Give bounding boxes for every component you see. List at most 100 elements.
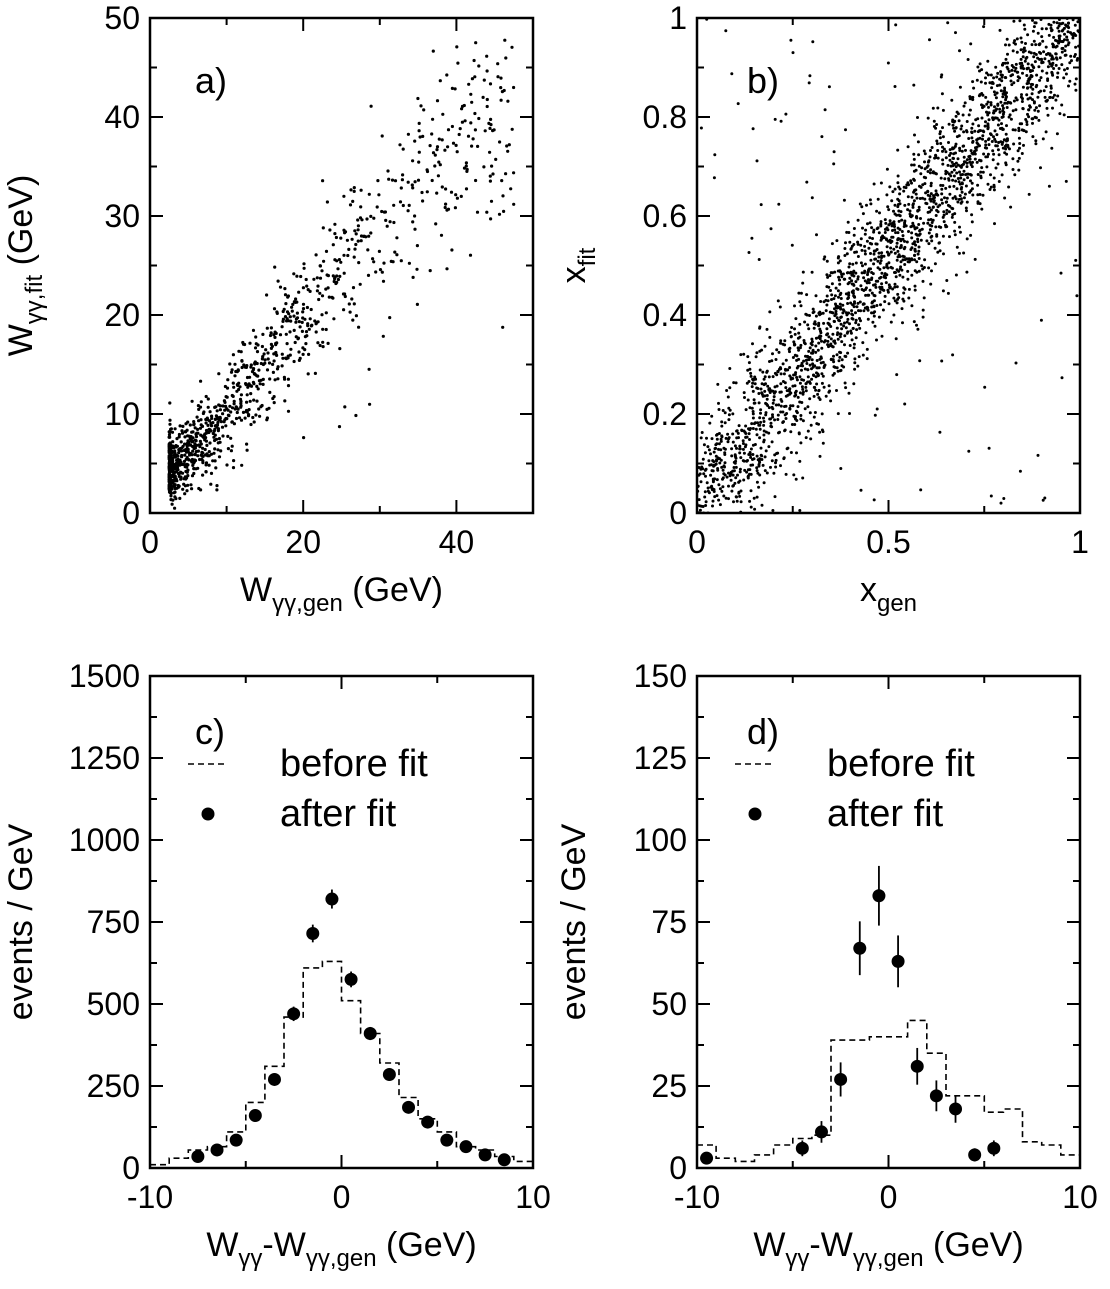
scatter-point [710, 414, 714, 418]
scatter-point [937, 241, 941, 245]
panel-label: b) [747, 60, 779, 101]
scatter-point [496, 75, 500, 79]
scatter-point [768, 335, 772, 339]
scatter-point [768, 417, 772, 421]
scatter-point [482, 165, 486, 169]
scatter-point [256, 343, 260, 347]
scatter-point [237, 387, 241, 392]
x-tick-label: 0 [688, 524, 706, 560]
scatter-point [181, 424, 185, 428]
scatter-point [892, 313, 896, 317]
scatter-point [415, 267, 419, 271]
scatter-point [835, 306, 839, 310]
scatter-point [874, 257, 878, 261]
scatter-point [1074, 88, 1078, 92]
scatter-point [215, 488, 219, 492]
scatter-point [706, 445, 710, 449]
scatter-point [783, 339, 787, 343]
scatter-point [822, 257, 826, 261]
scatter-point [916, 237, 920, 241]
scatter-point [1016, 70, 1020, 74]
scatter-point [835, 316, 839, 320]
scatter-point [767, 445, 771, 449]
scatter-point [964, 206, 968, 210]
scatter-point [929, 208, 933, 212]
scatter-point [1046, 79, 1050, 82]
scatter-point [474, 178, 478, 183]
scatter-point [843, 254, 847, 257]
scatter-point [1016, 79, 1020, 83]
scatter-point [951, 118, 955, 122]
scatter-point [1040, 61, 1044, 65]
scatter-point [1007, 115, 1011, 119]
scatter-point [880, 271, 884, 275]
scatter-point [1022, 23, 1026, 27]
scatter-point [203, 432, 207, 436]
scatter-point [450, 86, 454, 90]
scatter-point [751, 412, 755, 416]
scatter-point [211, 459, 215, 463]
scatter-point [986, 73, 990, 77]
scatter-point [421, 199, 425, 203]
scatter-point [182, 459, 187, 463]
scatter-point [975, 160, 979, 164]
scatter-point [731, 469, 735, 473]
scatter-point [247, 408, 251, 412]
scatter-point [411, 220, 415, 224]
scatter-point [756, 387, 760, 390]
scatter-point [897, 219, 901, 223]
scatter-point [991, 149, 995, 153]
scatter-point [967, 113, 971, 117]
scatter-point [954, 165, 958, 169]
scatter-point [291, 302, 295, 306]
scatter-point [907, 202, 911, 206]
scatter-point [999, 89, 1003, 93]
scatter-point [226, 413, 230, 417]
scatter-point [866, 278, 870, 282]
scatter-point [965, 158, 969, 162]
scatter-point [245, 400, 249, 404]
scatter-point [1052, 20, 1056, 24]
scatter-point [882, 266, 886, 270]
scatter-point [481, 95, 485, 99]
scatter-point [872, 299, 876, 303]
scatter-point [917, 208, 921, 212]
scatter-point [763, 469, 767, 473]
scatter-point [960, 200, 964, 204]
scatter-point [928, 155, 932, 159]
scatter-point [301, 302, 306, 306]
scatter-point [976, 183, 980, 187]
scatter-point [784, 417, 788, 420]
scatter-point [819, 312, 823, 316]
scatter-point [326, 286, 330, 290]
scatter-point [1017, 129, 1021, 133]
scatter-point [464, 164, 468, 168]
scatter-point [816, 348, 820, 352]
scatter-point [984, 81, 987, 85]
scatter-point [320, 269, 324, 273]
scatter-point [910, 163, 914, 167]
scatter-point [779, 398, 783, 401]
scatter-point [934, 153, 938, 157]
scatter-point [857, 323, 861, 327]
scatter-point [895, 268, 899, 272]
scatter-point [295, 274, 299, 278]
after-fit-point [306, 926, 320, 940]
scatter-point [269, 331, 273, 335]
scatter-point [853, 301, 856, 305]
scatter-point [777, 403, 781, 407]
scatter-point [747, 453, 751, 456]
scatter-point [921, 196, 924, 200]
scatter-point [1064, 53, 1068, 57]
scatter-point [749, 489, 753, 493]
scatter-point [712, 463, 716, 467]
scatter-point [963, 101, 967, 105]
scatter-point [511, 171, 516, 175]
scatter-point [512, 202, 516, 206]
scatter-point [933, 196, 936, 199]
scatter-point [288, 353, 292, 357]
scatter-point [763, 455, 767, 459]
scatter-point [178, 424, 182, 428]
scatter-point [425, 168, 429, 172]
scatter-point [292, 359, 296, 364]
